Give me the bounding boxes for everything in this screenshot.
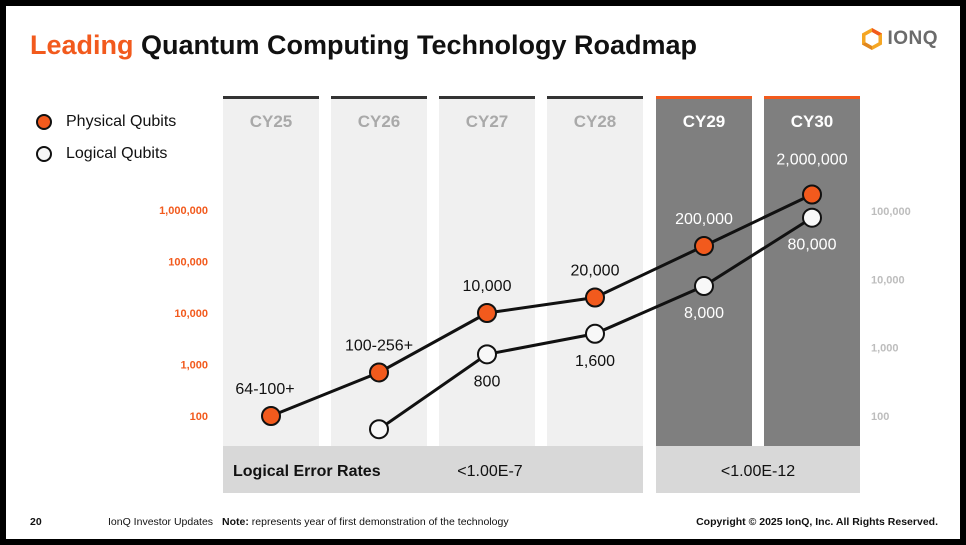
right-axis-tick: 100,000 — [871, 206, 911, 218]
physical-qubits-point — [694, 235, 714, 256]
logical-qubits-data-label: 1,600 — [575, 353, 615, 370]
column-top-rule-cy28 — [547, 96, 643, 99]
right-axis-tick: 1,000 — [871, 343, 899, 355]
error-band-0 — [223, 446, 643, 493]
logical-qubits-point — [802, 207, 822, 228]
logical-qubits-point — [694, 276, 714, 297]
column-top-rule-cy29 — [656, 96, 752, 99]
page-number: 20 — [30, 516, 42, 528]
column-label-cy27: CY27 — [466, 112, 509, 131]
ionq-logo: IONQ — [861, 27, 938, 51]
roadmap-chart: CY25 CY26 CY27 CY28 CY29 CY30 <1.00E-7 <1.00E-1… — [159, 96, 911, 493]
legend: Physical Qubits Logical Qubits — [36, 106, 176, 170]
right-axis-tick: 100 — [871, 411, 889, 423]
column-top-rule-cy27 — [439, 96, 535, 99]
title-rest: Quantum Computing Technology Roadmap — [141, 30, 698, 60]
column-label-cy28: CY28 — [574, 112, 617, 131]
physical-qubits-data-label: 64-100+ — [235, 381, 294, 398]
physical-qubits-data-label: 2,000,000 — [776, 151, 847, 168]
column-label-cy26: CY26 — [358, 112, 401, 131]
legend-swatch-physical — [36, 114, 52, 130]
left-axis-tick: 100 — [190, 411, 208, 423]
note-label: Note: — [222, 516, 249, 528]
legend-swatch-logical — [36, 146, 52, 162]
left-axis-tick: 100,000 — [168, 257, 208, 269]
physical-qubits-point — [261, 406, 281, 426]
logical-qubits-point — [585, 323, 605, 344]
legend-label-logical: Logical Qubits — [66, 145, 168, 162]
error-rate-value-0: <1.00E-7 — [457, 463, 522, 480]
error-rate-title: Logical Error Rates — [233, 463, 381, 480]
physical-qubits-point — [802, 184, 822, 205]
footnote: Note: represents year of first demonstra… — [222, 516, 509, 528]
legend-item-physical: Physical Qubits — [36, 106, 176, 138]
physical-qubits-point — [477, 303, 497, 323]
column-cy25 — [223, 97, 319, 446]
logical-qubits-data-label: 8,000 — [684, 305, 724, 322]
column-top-rule-cy26 — [331, 96, 427, 99]
logical-qubits-point — [477, 344, 497, 365]
column-cy30 — [764, 97, 860, 446]
title-accent: Leading — [30, 30, 134, 60]
physical-qubits-line — [270, 193, 813, 418]
physical-qubits-data-label: 20,000 — [571, 262, 620, 279]
physical-qubits-point — [369, 362, 389, 383]
physical-qubits-data-label: 10,000 — [463, 278, 512, 295]
page-title: Leading Quantum Computing Technology Roa… — [30, 30, 697, 61]
logo-text: IONQ — [887, 28, 938, 49]
physical-qubits-point — [585, 287, 605, 308]
column-cy26 — [331, 97, 427, 446]
column-label-cy30: CY30 — [791, 112, 834, 131]
error-rate-value-1: <1.00E-12 — [721, 463, 795, 480]
left-axis-tick: 1,000 — [180, 360, 208, 372]
note-text: represents year of first demonstration o… — [251, 516, 509, 528]
physical-qubits-data-label: 100-256+ — [345, 337, 413, 354]
column-top-rule-cy30 — [764, 96, 860, 99]
logical-qubits-point — [369, 419, 389, 440]
error-band-1 — [656, 446, 860, 493]
right-axis-tick: 10,000 — [871, 274, 905, 286]
left-axis-tick: 1,000,000 — [159, 205, 208, 217]
ionq-hexagon-logo-icon — [862, 28, 883, 50]
column-cy28 — [547, 97, 643, 446]
logical-qubits-data-label: 800 — [474, 373, 501, 390]
logical-qubits-data-label: 80,000 — [788, 237, 837, 254]
column-cy27 — [439, 97, 535, 446]
column-label-cy25: CY25 — [250, 112, 293, 131]
physical-qubits-data-label: 200,000 — [675, 211, 733, 228]
legend-item-logical: Logical Qubits — [36, 138, 176, 170]
source-label: IonQ Investor Updates — [108, 516, 214, 528]
legend-label-physical: Physical Qubits — [66, 113, 177, 130]
column-cy29 — [656, 97, 752, 446]
column-top-rule-cy25 — [223, 96, 319, 99]
copyright: Copyright © 2025 IonQ, Inc. All Rights R… — [696, 516, 938, 528]
left-axis-tick: 10,000 — [174, 308, 208, 320]
column-label-cy29: CY29 — [683, 112, 726, 131]
slide: Leading Quantum Computing Technology Roa… — [6, 6, 960, 539]
